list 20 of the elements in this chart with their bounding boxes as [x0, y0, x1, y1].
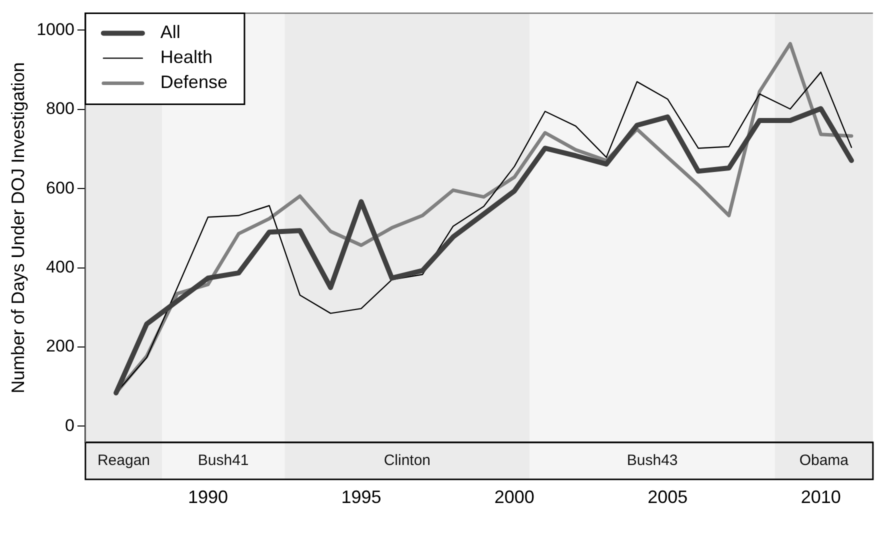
y-axis-title: Number of Days Under DOJ Investigation — [8, 62, 28, 394]
band-label: Obama — [799, 452, 850, 470]
legend-label: All — [160, 22, 180, 42]
y-tick-label: 800 — [46, 99, 74, 118]
y-tick-label: 400 — [46, 257, 74, 276]
x-tick-label: 2005 — [648, 487, 688, 508]
band-label: Reagan — [97, 452, 150, 470]
legend-label: Defense — [160, 72, 228, 92]
legend-label: Health — [160, 47, 212, 68]
y-tick-label: 1000 — [36, 20, 74, 39]
y-tick-label: 0 — [64, 416, 74, 435]
y-tick-label: 200 — [46, 336, 74, 356]
x-tick-label: 2010 — [800, 487, 841, 508]
band-label: Bush41 — [198, 452, 249, 470]
x-tick-label: 2000 — [494, 487, 534, 508]
band-label: Clinton — [384, 452, 431, 470]
x-tick-label: 1990 — [188, 487, 228, 508]
x-tick-label: 1995 — [341, 487, 382, 508]
y-tick-label: 600 — [46, 178, 74, 198]
band-label: Bush43 — [626, 452, 678, 470]
